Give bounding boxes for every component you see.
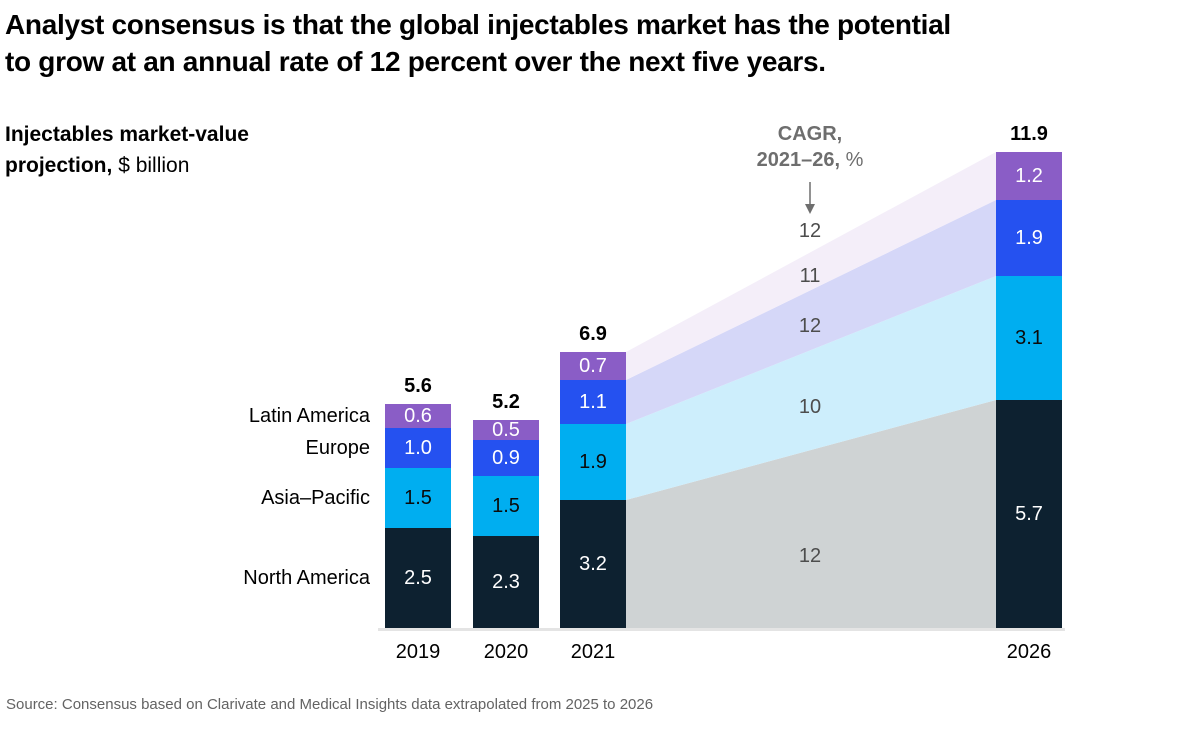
bar-segment-north-america-2020 [473,536,539,628]
value-label-north-america-2026: 5.7 [1015,503,1043,525]
value-label-europe-2020: 0.9 [492,447,520,469]
cagr-value-latin-america: 11 [799,265,821,287]
bar-segment-europe-2019 [385,428,451,468]
cagr-header-line2: 2021–26, % [710,147,910,173]
bar-segment-europe-2021 [560,380,626,424]
cagr-total-value: 12 [798,220,822,242]
total-label-2020: 5.2 [492,391,520,413]
cagr-header-unit: % [845,149,864,171]
cagr-header: CAGR, 2021–26, % [710,121,910,173]
total-label-2019: 5.6 [404,375,432,397]
bar-segment-europe-2020 [473,440,539,476]
bar-segment-north-america-2019 [385,528,451,628]
cagr-header-range: 2021–26, [756,149,841,171]
bar-segment-asia-pacific-2026 [996,276,1062,400]
value-label-europe-2026: 1.9 [1015,227,1043,249]
value-label-asia-pacific-2021: 1.9 [579,451,607,473]
bar-segment-latin-america-2021 [560,352,626,380]
page-title-line1: Analyst consensus is that the global inj… [5,9,951,40]
value-label-europe-2019: 1.0 [404,437,432,459]
value-label-asia-pacific-2019: 1.5 [404,487,432,509]
chart-subtitle-unit: $ billion [118,154,190,177]
legend-label-europe: Europe [305,437,371,459]
bar-segment-asia-pacific-2021 [560,424,626,500]
fan-band-asia-pacific [626,276,996,500]
page-title-line2: to grow at an annual rate of 12 percent … [5,46,826,77]
x-tick-2020: 2020 [483,641,529,663]
chart-subtitle: Injectables market-value projection, $ b… [5,119,320,181]
fan-band-europe [626,200,996,424]
legend-label-north-america: North America [243,567,370,589]
bar-segment-latin-america-2019 [385,404,451,428]
bar-segment-latin-america-2020 [473,420,539,440]
x-axis-line [378,628,1065,631]
value-label-latin-america-2026: 1.2 [1015,165,1043,187]
bar-segment-north-america-2026 [996,400,1062,628]
bar-segment-asia-pacific-2020 [473,476,539,536]
value-label-europe-2021: 1.1 [579,391,607,413]
cagr-header-line1: CAGR, [777,123,843,145]
chart-subtitle-bold: Injectables market-value projection, [5,123,249,177]
total-label-2021: 6.9 [579,323,607,345]
legend-label-latin-america: Latin America [248,405,370,427]
value-label-north-america-2020: 2.3 [492,571,520,593]
bar-segment-europe-2026 [996,200,1062,276]
total-label-2026: 11.9 [1010,123,1048,145]
value-label-latin-america-2019: 0.6 [404,405,432,427]
bar-segment-asia-pacific-2019 [385,468,451,528]
cagr-value-europe: 12 [798,315,822,337]
value-label-asia-pacific-2026: 3.1 [1015,327,1043,349]
value-label-north-america-2019: 2.5 [404,567,432,589]
value-label-latin-america-2020: 0.5 [492,419,520,441]
value-label-asia-pacific-2020: 1.5 [492,495,520,517]
fan-band-north-america [626,400,996,628]
down-arrow-icon [805,182,815,214]
x-tick-2026: 2026 [1006,641,1052,663]
x-tick-2021: 2021 [570,641,616,663]
legend-label-asia-pacific: Asia–Pacific [261,487,370,509]
page-title: Analyst consensus is that the global inj… [5,6,951,80]
bar-segment-latin-america-2026 [996,152,1062,200]
source-note: Source: Consensus based on Clarivate and… [6,696,654,713]
cagr-value-asia-pacific: 10 [798,396,822,418]
cagr-value-north-america: 12 [798,545,822,567]
bar-segment-north-america-2021 [560,500,626,628]
fan-band-latin-america [626,152,996,380]
value-label-north-america-2021: 3.2 [579,553,607,575]
value-label-latin-america-2021: 0.7 [579,355,607,377]
x-tick-2019: 2019 [395,641,441,663]
